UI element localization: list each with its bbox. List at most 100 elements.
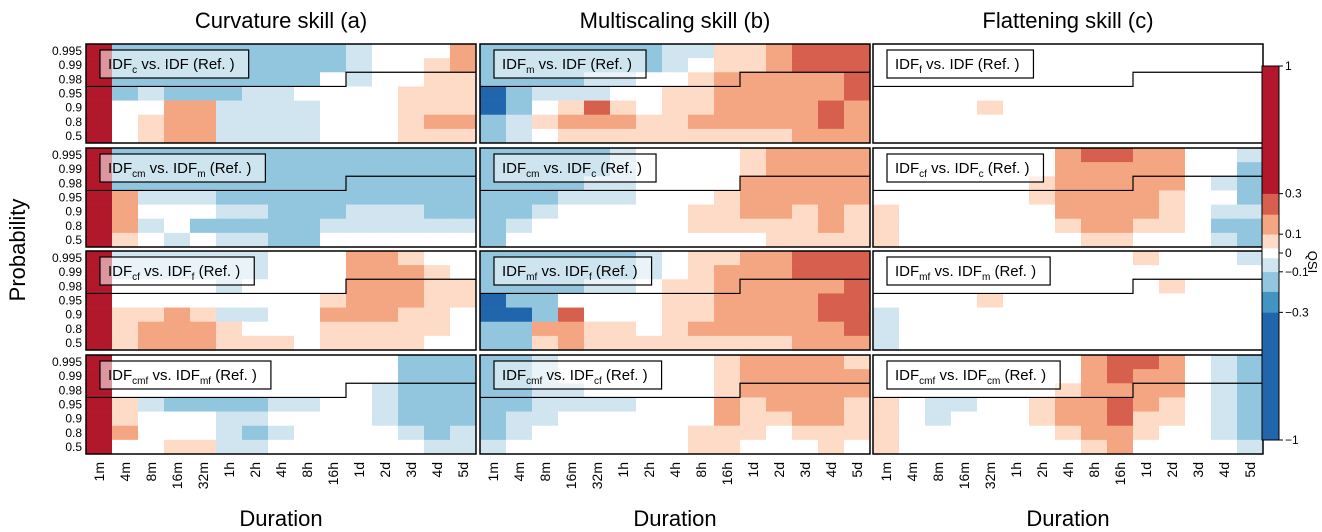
cell (164, 293, 191, 308)
cell (662, 232, 689, 248)
cell (1211, 86, 1238, 101)
cell (899, 397, 926, 412)
cell (294, 218, 321, 234)
cell (424, 335, 451, 351)
y-tick-label: 0.98 (59, 383, 83, 397)
cell (766, 86, 793, 101)
cell (688, 383, 715, 398)
cell (1159, 251, 1186, 266)
label-box (886, 360, 1061, 390)
cell (268, 44, 295, 59)
cell (1159, 218, 1186, 234)
cell (1055, 355, 1082, 370)
cell (714, 335, 741, 351)
cell (1211, 411, 1238, 427)
panel-label: IDFcm vs. IDFm (Ref. ) (108, 160, 251, 180)
cell (1003, 114, 1030, 130)
cell (873, 232, 900, 248)
cell (268, 335, 295, 351)
cell (1185, 44, 1212, 59)
cell (164, 335, 191, 351)
label-part: c (979, 169, 984, 180)
cell (558, 218, 585, 234)
cell (610, 335, 637, 351)
cell (164, 86, 191, 101)
cell (320, 176, 347, 191)
x-tick-label: 8m (537, 462, 553, 481)
cell (977, 425, 1004, 441)
cell (480, 335, 507, 351)
cell (558, 128, 585, 144)
cell (1133, 176, 1160, 191)
y-tick-label: 0.98 (59, 176, 83, 190)
label-part: f (589, 272, 592, 283)
cell (925, 128, 952, 144)
cell (424, 44, 451, 59)
cell (480, 100, 507, 116)
cell (1029, 218, 1056, 234)
cell (268, 204, 295, 220)
cell (818, 190, 845, 205)
cell (268, 100, 295, 116)
cell (450, 72, 477, 87)
cell (1159, 293, 1186, 308)
cell (320, 100, 347, 116)
cell (1003, 321, 1030, 337)
cell (818, 335, 845, 351)
label-part: vs. IDF (Ref. ) (922, 56, 1020, 73)
cell (740, 307, 767, 323)
label-part: cm (526, 169, 539, 180)
cell (1237, 100, 1264, 116)
cell (268, 369, 295, 384)
cell (1133, 204, 1160, 220)
cell (899, 114, 926, 130)
cell (1159, 265, 1186, 280)
colorbar-band (1262, 248, 1279, 259)
label-part: vs. IDF (537, 263, 589, 280)
cell (792, 265, 819, 280)
cell (740, 58, 767, 73)
cell (294, 293, 321, 308)
cell (346, 251, 373, 266)
cell (1029, 204, 1056, 220)
cell (506, 204, 533, 220)
colorbar-band (1262, 291, 1279, 313)
label-part: IDF (108, 160, 132, 177)
cell (873, 114, 900, 130)
cell (844, 72, 871, 87)
cell (766, 279, 793, 294)
cell (688, 293, 715, 308)
cell (740, 321, 767, 337)
cell (792, 425, 819, 441)
label-box (99, 256, 255, 286)
cell (1159, 128, 1186, 144)
cell (532, 335, 559, 351)
cell (558, 307, 585, 323)
cell (1211, 232, 1238, 248)
cell (766, 425, 793, 441)
cell (1211, 307, 1238, 323)
cell (688, 176, 715, 191)
cell (450, 86, 477, 101)
cell (1211, 279, 1238, 294)
cell (792, 162, 819, 177)
cell (372, 397, 399, 412)
cell (662, 128, 689, 144)
cell (1133, 265, 1160, 280)
cell (1003, 335, 1030, 351)
threshold-line (480, 71, 870, 88)
cell (1107, 307, 1134, 323)
cell (1237, 204, 1264, 220)
cell (844, 293, 871, 308)
cell (792, 293, 819, 308)
cell (1237, 148, 1264, 163)
y-tick-label: 0.98 (59, 72, 83, 86)
cell (925, 397, 952, 412)
cell (610, 100, 637, 116)
cell (1133, 321, 1160, 337)
label-part: m (982, 272, 990, 283)
panel-frame (85, 43, 477, 144)
cell (925, 293, 952, 308)
y-tick-label: 0.95 (59, 398, 83, 412)
cell (1159, 204, 1186, 220)
